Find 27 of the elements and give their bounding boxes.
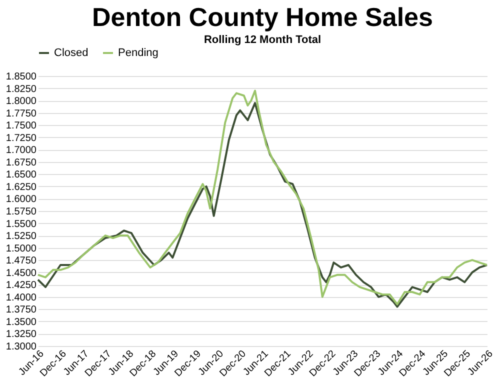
y-tick-label: 1.6750 <box>6 157 37 168</box>
y-tick-label: 1.6250 <box>6 182 37 193</box>
y-tick-label: 1.3000 <box>6 342 37 352</box>
chart-subtitle: Rolling 12 Month Total <box>204 34 322 46</box>
y-tick-label: 1.6000 <box>6 194 37 206</box>
y-tick-label: 1.8000 <box>6 96 37 108</box>
legend-label: Pending <box>118 47 158 59</box>
y-tick-label: 1.5250 <box>6 231 37 242</box>
y-tick-label: 1.4000 <box>6 292 37 304</box>
y-tick-label: 1.7000 <box>6 145 37 156</box>
y-tick-label: 1.6500 <box>6 170 37 181</box>
y-tick-label: 1.4750 <box>6 256 37 267</box>
y-tick-label: 1.5000 <box>6 243 37 254</box>
y-tick-label: 1.8250 <box>6 84 37 95</box>
legend-label: Closed <box>54 47 88 59</box>
chart-title: Denton County Home Sales <box>92 2 433 32</box>
y-tick-label: 1.7500 <box>6 120 37 132</box>
y-tick-label: 1.7750 <box>6 108 37 120</box>
y-tick-label: 1.4500 <box>6 268 37 279</box>
y-tick-label: 1.3500 <box>6 316 37 328</box>
y-tick-label: 1.5500 <box>6 218 37 230</box>
y-tick-label: 1.7250 <box>6 132 37 144</box>
y-tick-label: 1.3250 <box>6 329 37 340</box>
y-tick-label: 1.5750 <box>6 206 37 218</box>
y-tick-label: 1.4250 <box>6 280 37 292</box>
y-tick-label: 1.8500 <box>6 72 37 82</box>
y-tick-label: 1.3750 <box>6 304 37 316</box>
